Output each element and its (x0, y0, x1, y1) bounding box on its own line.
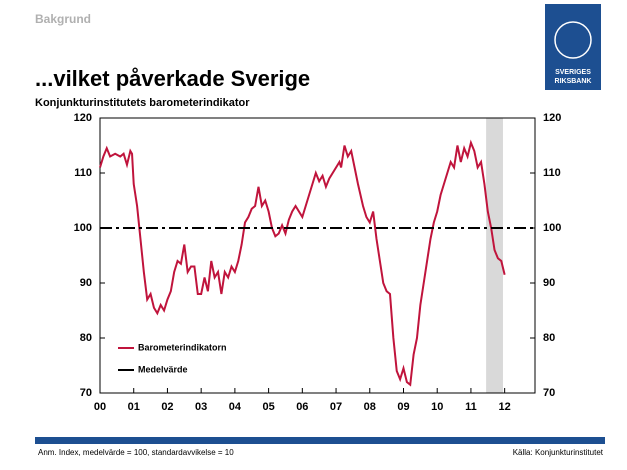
x-tick-label: 06 (296, 401, 308, 413)
x-tick-label: 01 (128, 401, 140, 413)
chart-subtitle: Konjunkturinstitutets barometerindikator (35, 97, 250, 109)
x-tick-label: 07 (330, 401, 342, 413)
y2-tick-label: 110 (543, 167, 561, 179)
y2-tick-label: 70 (543, 387, 555, 399)
y-tick-label: 90 (80, 277, 92, 289)
data-line (99, 139, 506, 387)
legend-label: Medelvärde (138, 364, 188, 374)
logo (545, 4, 601, 90)
x-tick-label: 12 (499, 401, 511, 413)
footer-bar (35, 437, 605, 444)
y2-tick-label: 80 (543, 332, 555, 344)
x-tick-label: 08 (364, 401, 376, 413)
shaded-region (486, 118, 503, 393)
x-tick-label: 11 (465, 401, 477, 413)
footer-note: Anm. Index, medelvärde = 100, standardav… (38, 448, 234, 457)
y2-tick-label: 100 (543, 222, 561, 234)
x-tick-label: 00 (94, 401, 106, 413)
logo-text: RIKSBANK (555, 78, 592, 85)
legend-label: Barometerindikatorn (138, 342, 227, 352)
y2-tick-label: 90 (543, 277, 555, 289)
x-tick-label: 02 (161, 401, 173, 413)
section-label: Bakgrund (35, 12, 91, 26)
x-tick-label: 10 (431, 401, 443, 413)
x-tick-label: 05 (262, 401, 274, 413)
footer-source: Källa: Konjunkturinstitutet (513, 448, 604, 457)
y-tick-label: 70 (80, 387, 92, 399)
logo-text: SVERIGES (555, 69, 591, 76)
chart-title: ...vilket påverkade Sverige (35, 66, 310, 91)
y-tick-label: 80 (80, 332, 92, 344)
x-tick-label: 04 (229, 401, 242, 413)
x-tick-label: 03 (195, 401, 207, 413)
y-tick-label: 110 (74, 167, 92, 179)
x-tick-label: 09 (397, 401, 409, 413)
y-tick-label: 100 (74, 222, 92, 234)
y2-tick-label: 120 (543, 112, 561, 124)
y-tick-label: 120 (74, 112, 92, 124)
plot-frame (99, 117, 536, 394)
logo-emblem (554, 21, 592, 59)
